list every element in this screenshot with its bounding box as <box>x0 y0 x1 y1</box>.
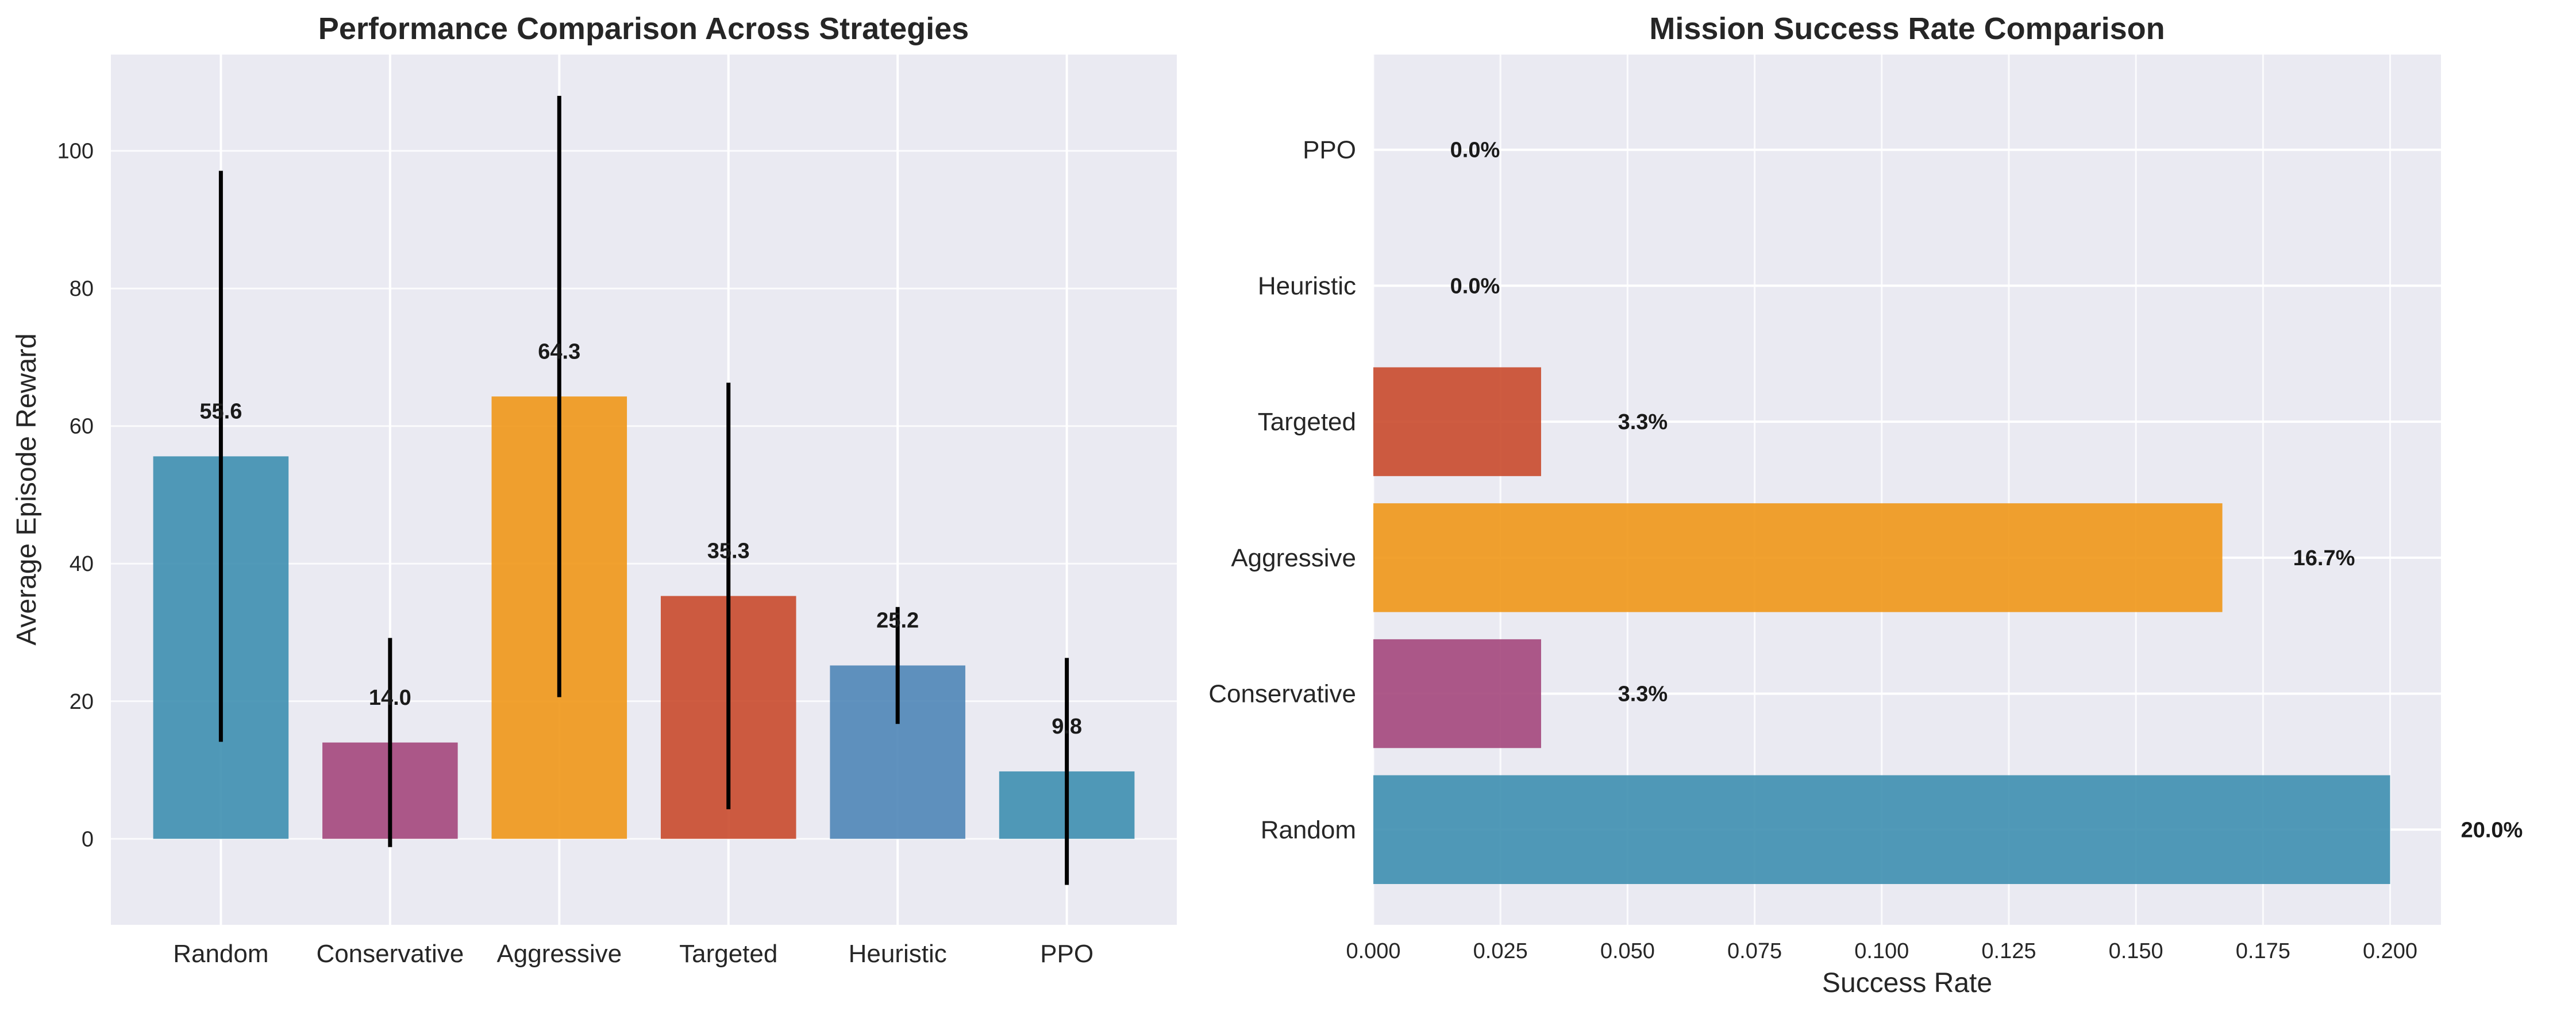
success-value-labels: 20.0% 3.3% 16.7% 3.3% 0.0% 0.0% <box>1450 138 2523 843</box>
success-category-label: Targeted <box>1258 408 1356 436</box>
success-x-tick-label: 0.175 <box>2236 939 2290 963</box>
reward-y-tick-label: 0 <box>82 827 94 851</box>
success-value-label: 20.0% <box>2461 818 2523 842</box>
reward-y-tick-label: 100 <box>57 140 94 164</box>
success-x-tick-label: 0.050 <box>1600 939 1655 963</box>
success-x-tick-label: 0.100 <box>1854 939 1909 963</box>
reward-error-bars <box>218 95 1069 885</box>
success-bar-targeted <box>1373 367 1541 476</box>
reward-y-tick-label: 40 <box>70 552 94 576</box>
reward-category-label: Targeted <box>679 940 777 968</box>
reward-category-label: Conservative <box>316 940 464 968</box>
reward-value-label: 9.8 <box>1052 715 1082 739</box>
reward-category-labels: Random Conservative Aggressive Targeted Heur… <box>173 940 1093 968</box>
success-x-tick-label: 0.125 <box>1981 939 2036 963</box>
success-value-label: 3.3% <box>1618 410 1668 434</box>
success-category-label: Random <box>1261 816 1356 844</box>
reward-value-labels: 55.6 14.0 64.3 35.3 25.2 9.8 <box>199 339 1082 739</box>
reward-y-axis-label: Average Episode Reward <box>11 333 42 645</box>
success-x-tick-label: 0.200 <box>2363 939 2417 963</box>
success-bar-random <box>1373 775 2390 884</box>
success-x-tick-labels: 0.000 0.025 0.050 0.075 0.100 0.125 0.150 0.175… <box>1346 939 2417 963</box>
success-category-label: Aggressive <box>1231 544 1356 572</box>
reward-value-label: 35.3 <box>707 539 750 564</box>
success-bars <box>1373 367 2390 884</box>
success-value-label: 3.3% <box>1618 682 1668 707</box>
reward-chart-title: Performance Comparison Across Strategies <box>318 11 969 46</box>
success-x-axis-label: Success Rate <box>1822 968 1992 998</box>
reward-category-label: Heuristic <box>849 940 947 968</box>
success-x-tick-label: 0.025 <box>1473 939 1528 963</box>
success-category-label: Heuristic <box>1258 272 1356 300</box>
success-x-tick-label: 0.000 <box>1346 939 1400 963</box>
success-bar-aggressive <box>1373 503 2223 612</box>
success-category-labels: Random Conservative Aggressive Targeted Heur… <box>1208 136 1356 844</box>
reward-y-tick-label: 20 <box>70 690 94 714</box>
reward-y-tick-label: 60 <box>70 415 94 439</box>
reward-value-label: 55.6 <box>199 400 242 424</box>
success-value-label: 16.7% <box>2293 546 2355 570</box>
reward-value-label: 25.2 <box>876 609 919 633</box>
success-chart-title: Mission Success Rate Comparison <box>1649 11 2165 46</box>
success-rate-bar-chart: 20.0%3.3%16.7%3.3%0.0%0.0% 0.000 0.025 0.0… <box>1208 11 2523 998</box>
reward-category-label: PPO <box>1040 940 1093 968</box>
success-value-label: 0.0% <box>1450 138 1500 163</box>
success-category-label: PPO <box>1303 136 1356 164</box>
success-x-tick-label: 0.075 <box>1727 939 1782 963</box>
success-value-label: 0.0% <box>1450 274 1500 298</box>
reward-bar-chart: 55.6 14.0 64.3 35.3 25.2 9.8 0 20 40 60 80 100 Ran… <box>11 11 1177 968</box>
reward-y-tick-labels: 0 20 40 60 80 100 <box>57 140 94 852</box>
reward-category-label: Aggressive <box>496 940 622 968</box>
reward-value-label: 14.0 <box>369 686 411 710</box>
success-bar-conservative <box>1373 639 1541 748</box>
success-x-tick-label: 0.150 <box>2109 939 2163 963</box>
reward-y-tick-label: 80 <box>70 277 94 301</box>
reward-category-label: Random <box>173 940 268 968</box>
reward-value-label: 64.3 <box>538 339 580 364</box>
success-category-label: Conservative <box>1208 680 1356 708</box>
